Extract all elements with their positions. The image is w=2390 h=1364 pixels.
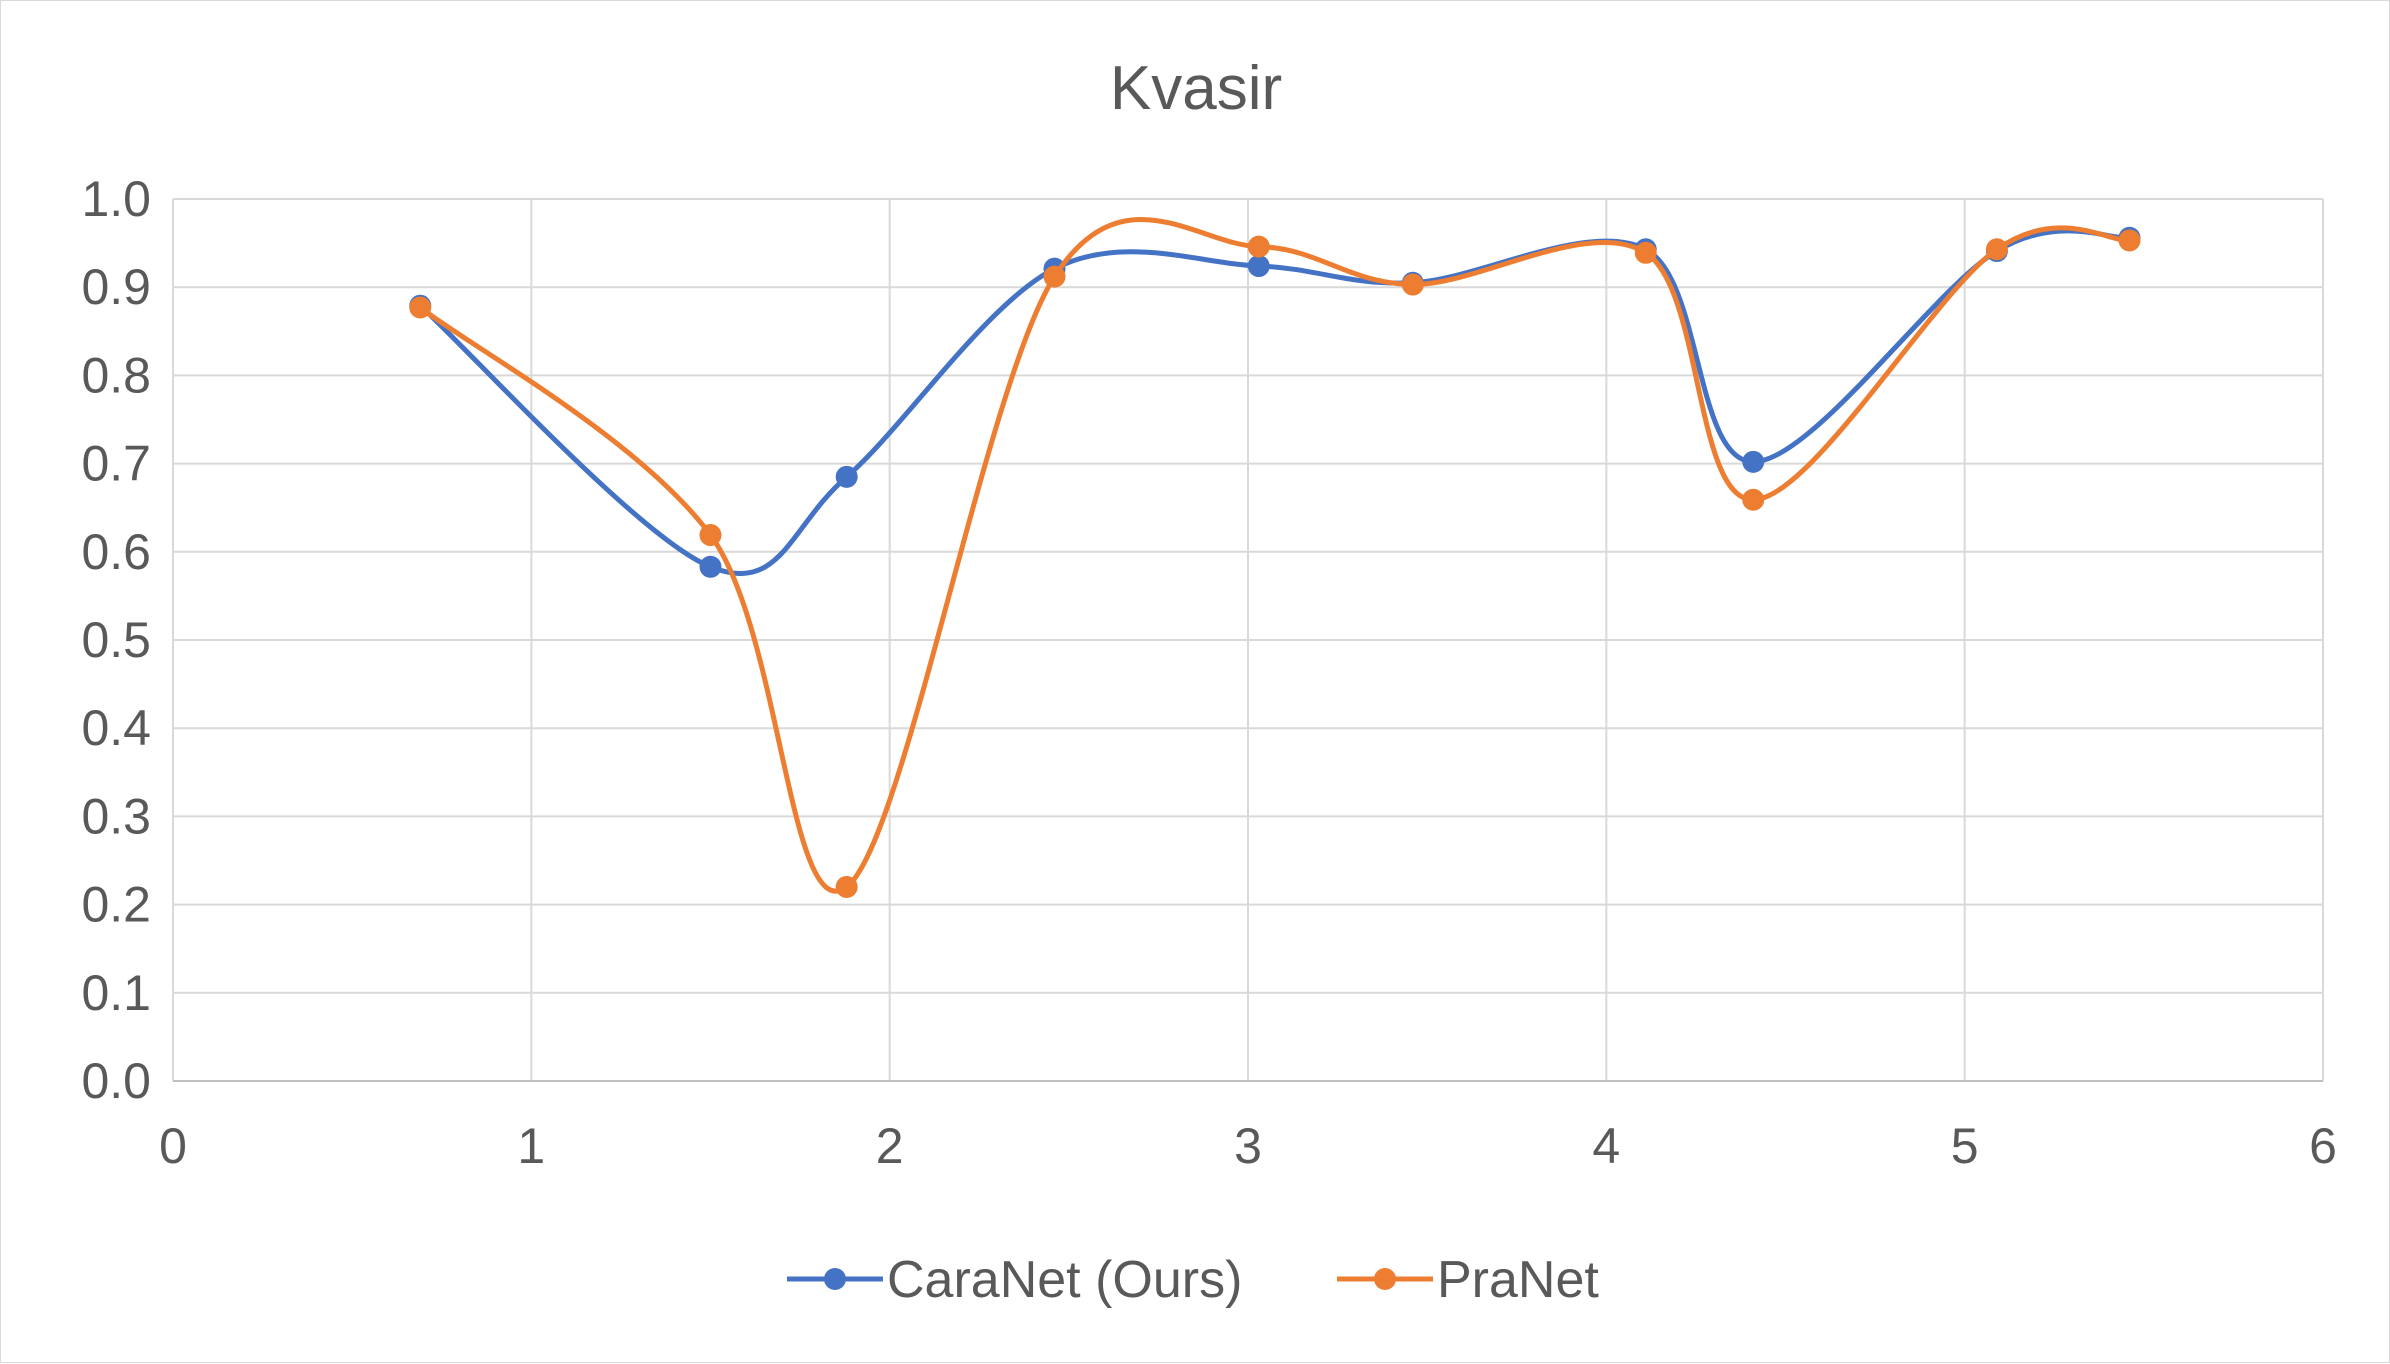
data-point — [835, 875, 858, 898]
x-tick-label: 2 — [876, 1118, 904, 1174]
data-point — [1247, 255, 1270, 278]
legend-entry: PraNet — [1337, 1251, 1599, 1309]
data-point — [699, 524, 722, 547]
x-tick-label: 5 — [1951, 1118, 1979, 1174]
x-tick-label: 4 — [1592, 1118, 1620, 1174]
data-point — [835, 465, 858, 488]
x-tick-label: 1 — [517, 1118, 545, 1174]
y-tick-label: 1.0 — [81, 171, 151, 227]
data-point — [1742, 488, 1765, 511]
y-tick-label: 0.0 — [81, 1053, 151, 1109]
series-layer — [409, 217, 2141, 898]
data-point — [1985, 238, 2008, 261]
legend: CaraNet (Ours) PraNet — [787, 1251, 1599, 1309]
data-point — [409, 296, 432, 319]
y-tick-label: 0.4 — [81, 700, 151, 756]
x-tick-label: 3 — [1234, 1118, 1262, 1174]
x-tick-label: 6 — [2309, 1118, 2337, 1174]
series-caranet — [409, 226, 2141, 578]
legend-label: CaraNet (Ours) — [887, 1251, 1242, 1309]
series-line — [417, 228, 2132, 576]
y-tick-label: 0.3 — [81, 788, 151, 844]
grid-layer — [172, 198, 2324, 1082]
legend-marker — [824, 1268, 846, 1290]
series-line — [417, 217, 2132, 894]
legend-label: PraNet — [1437, 1251, 1599, 1309]
y-tick-label: 0.8 — [81, 347, 151, 403]
legend-entry: CaraNet (Ours) — [787, 1251, 1242, 1309]
data-point — [1247, 235, 1270, 258]
data-point — [1401, 273, 1424, 296]
legend-marker — [1374, 1268, 1396, 1290]
y-tick-label: 0.9 — [81, 259, 151, 315]
y-tick-label: 0.5 — [81, 612, 151, 668]
data-point — [1043, 265, 1066, 288]
y-tick-label: 0.6 — [81, 524, 151, 580]
data-point — [1742, 450, 1765, 473]
y-tick-label: 0.1 — [81, 965, 151, 1021]
y-tick-label: 0.7 — [81, 436, 151, 492]
y-tick-label: 0.2 — [81, 877, 151, 933]
x-tick-label: 0 — [159, 1118, 187, 1174]
chart-title: Kvasir — [1110, 54, 1282, 123]
data-point — [699, 555, 722, 578]
data-point — [2118, 229, 2141, 252]
axis-layer: 0.0 0.1 0.2 0.3 0.4 0.5 0.6 0.7 0.8 0.9 1.0 0 1 2 3 4 5 6 — [81, 171, 2336, 1174]
series-pranet — [409, 217, 2141, 898]
data-point — [1634, 241, 1657, 264]
